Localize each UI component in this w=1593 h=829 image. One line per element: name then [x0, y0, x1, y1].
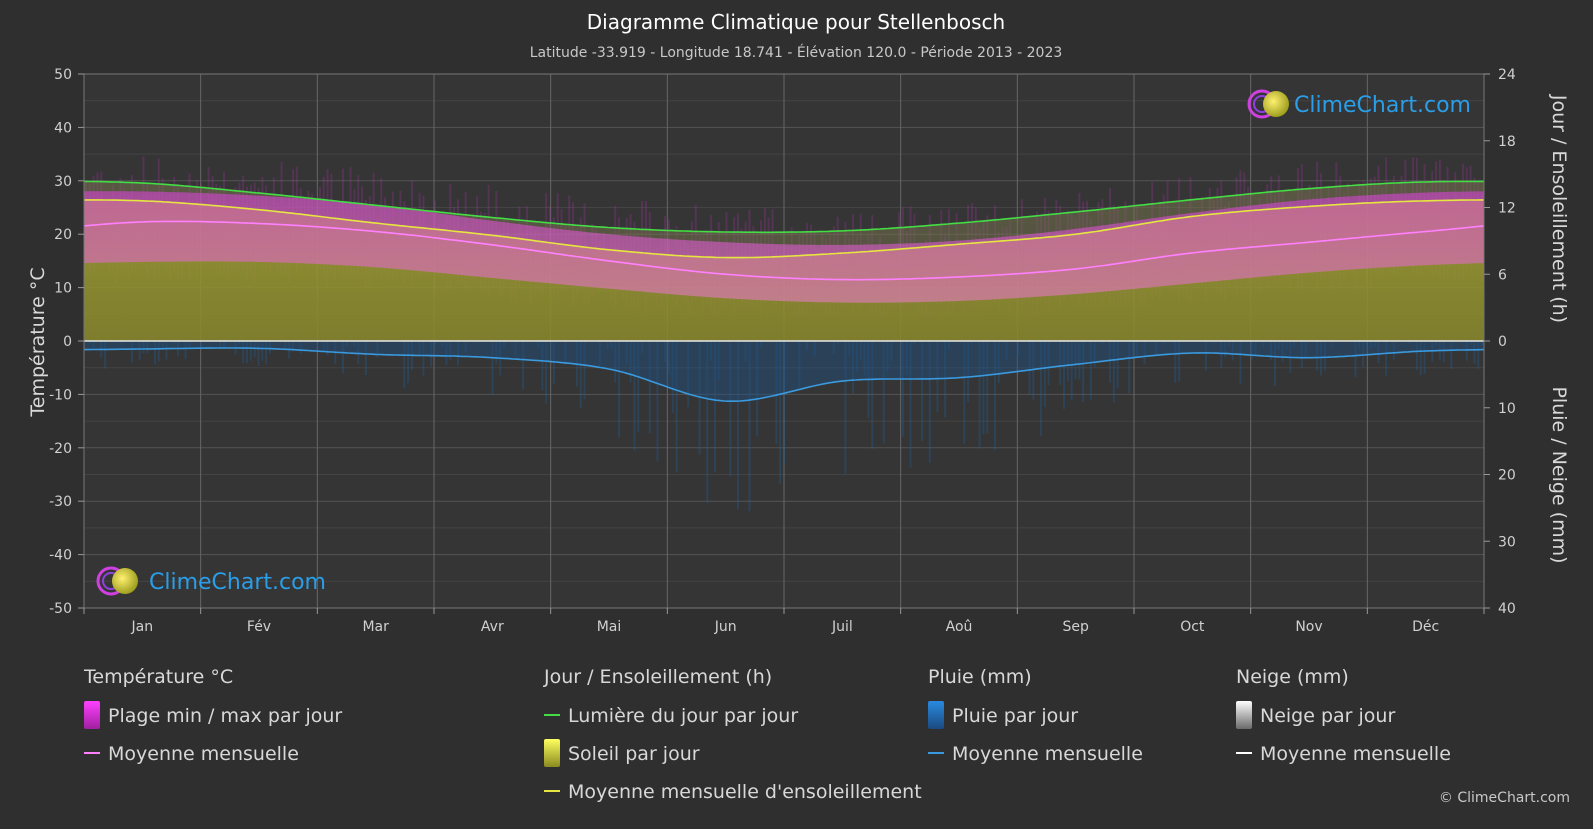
logo-top-right: ClimeChart.com: [1249, 91, 1471, 118]
left-tick-label: -50: [49, 601, 72, 617]
right-top-tick-label: 0: [1498, 334, 1507, 350]
legend-group-title: Jour / Ensoleillement (h): [543, 666, 772, 688]
legend-swatch: [928, 701, 944, 729]
month-label: Fév: [247, 619, 271, 635]
left-axis-label: Température °C: [27, 267, 49, 417]
legend-group: Pluie (mm) Pluie par jour Moyenne mensuell…: [928, 666, 1143, 765]
month-label: Aoû: [946, 619, 973, 635]
month-label: Mar: [362, 619, 389, 635]
left-tick-label: -40: [49, 548, 72, 564]
legend-group: Température °C Plage min / max par jour Mo…: [83, 666, 342, 765]
left-tick-label: -20: [49, 441, 72, 457]
right-top-tick-label: 6: [1498, 267, 1507, 283]
legend: Température °C Plage min / max par jour Mo…: [83, 666, 1451, 803]
month-label: Mai: [597, 619, 622, 635]
chart-title: Diagramme Climatique pour Stellenbosch: [587, 10, 1005, 34]
left-tick-label: 40: [54, 120, 72, 136]
legend-swatch: [1236, 701, 1252, 729]
left-tick-label: -10: [49, 387, 72, 403]
month-label: Déc: [1412, 619, 1439, 635]
left-tick-label: 0: [63, 334, 72, 350]
legend-item-label: Lumière du jour par jour: [568, 705, 798, 727]
right-top-tick-label: 12: [1498, 201, 1516, 217]
month-label: Jun: [714, 619, 737, 635]
logo-sun-icon: [1263, 91, 1289, 117]
right-top-tick-label: 18: [1498, 134, 1516, 150]
logo-text: ClimeChart.com: [149, 570, 326, 595]
legend-swatch: [544, 739, 560, 767]
right-top-tick-label: 24: [1498, 67, 1516, 83]
right-bottom-tick-label: 20: [1498, 468, 1516, 484]
legend-group: Jour / Ensoleillement (h) Lumière du jour…: [543, 666, 922, 803]
right-bottom-tick-label: 30: [1498, 534, 1516, 550]
right-axis-bottom-label: Pluie / Neige (mm): [1548, 386, 1570, 563]
left-tick-label: 30: [54, 174, 72, 190]
left-tick-label: 20: [54, 227, 72, 243]
month-label: Sep: [1062, 619, 1089, 635]
legend-group-title: Température °C: [83, 666, 233, 688]
legend-item-label: Pluie par jour: [952, 705, 1078, 727]
legend-item-label: Soleil par jour: [568, 743, 700, 765]
legend-item-label: Moyenne mensuelle: [952, 743, 1143, 765]
right-bottom-tick-label: 40: [1498, 601, 1516, 617]
legend-group: Neige (mm) Neige par jour Moyenne mensuell…: [1236, 666, 1451, 765]
month-label: Juil: [831, 619, 853, 635]
month-label: Avr: [481, 619, 504, 635]
month-label: Jan: [131, 619, 154, 635]
right-axis-top-label: Jour / Ensoleillement (h): [1548, 94, 1570, 323]
month-label: Nov: [1295, 619, 1322, 635]
legend-item-label: Plage min / max par jour: [108, 705, 342, 727]
logo-text: ClimeChart.com: [1294, 93, 1471, 118]
left-tick-label: 10: [54, 281, 72, 297]
month-label: Oct: [1180, 619, 1205, 635]
left-tick-label: -30: [49, 494, 72, 510]
logo-bottom-left: ClimeChart.com: [98, 568, 326, 595]
legend-swatch: [84, 701, 100, 729]
legend-group-title: Neige (mm): [1236, 666, 1349, 688]
legend-group-title: Pluie (mm): [928, 666, 1032, 688]
logo-sun-icon: [112, 568, 138, 594]
right-bottom-tick-label: 10: [1498, 401, 1516, 417]
legend-item-label: Moyenne mensuelle: [108, 743, 299, 765]
left-tick-label: 50: [54, 67, 72, 83]
chart-subtitle: Latitude -33.919 - Longitude 18.741 - Él…: [530, 44, 1063, 61]
legend-item-label: Neige par jour: [1260, 705, 1395, 727]
copyright: © ClimeChart.com: [1439, 790, 1570, 806]
legend-item-label: Moyenne mensuelle d'ensoleillement: [568, 781, 922, 803]
legend-item-label: Moyenne mensuelle: [1260, 743, 1451, 765]
